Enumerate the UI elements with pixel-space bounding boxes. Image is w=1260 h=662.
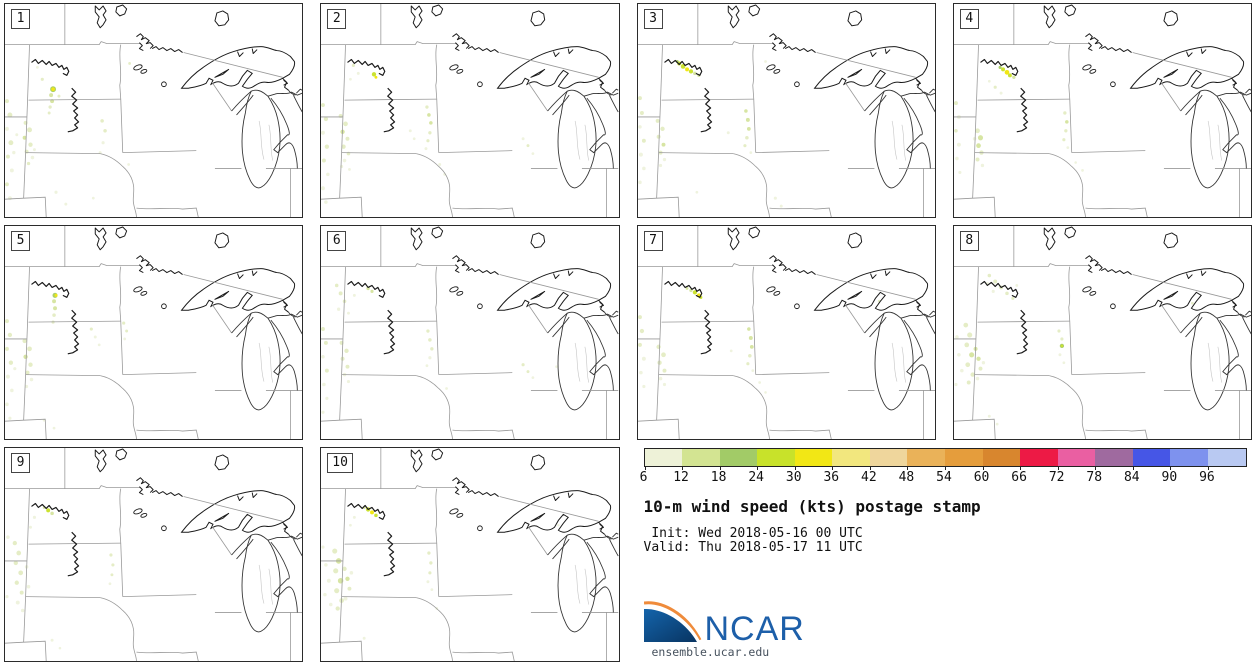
forecast-panel-3: 3: [636, 3, 936, 218]
forecast-panel-1: 1: [4, 3, 304, 218]
colorbar-segment: [1170, 449, 1208, 466]
colorbar-tick-label: 72: [1048, 470, 1065, 485]
colorbar-tick: [832, 466, 834, 470]
colorbar-tick: [719, 466, 721, 470]
colorbar-tick: [1020, 466, 1022, 470]
colorbar-tick: [644, 466, 646, 470]
colorbar-tick: [794, 466, 796, 470]
run-times: Init: Wed 2018-05-16 00 UTC Valid: Thu 2…: [644, 527, 1253, 555]
colorbar-tick-label: 66: [1011, 470, 1027, 485]
forecast-panel-5: 5: [4, 225, 304, 440]
colorbar-tick-label: 36: [823, 470, 840, 485]
panel-number: 7: [643, 231, 663, 251]
forecast-panel-10: 10: [320, 447, 620, 662]
colorbar-tick-label: 60: [973, 470, 990, 485]
panel-number: 3: [643, 9, 663, 29]
colorbar-tick-label: 84: [1123, 470, 1140, 485]
colorbar-segment: [1020, 449, 1058, 466]
colorbar-tick-label: 24: [748, 470, 765, 485]
colorbar-segment: [1207, 449, 1246, 466]
region-map: [637, 226, 935, 439]
forecast-panel-2: 2: [320, 3, 620, 218]
colorbar-segment: [757, 449, 795, 466]
colorbar-ticks: 6 12 18 24 30 36 42 48 54 60 66 72 78 84 90 96: [640, 467, 1245, 485]
region-map: [637, 4, 935, 217]
wind-speed-speckles: [321, 63, 564, 204]
forecast-panel-7: 7: [636, 225, 936, 440]
legend-title: 10-m wind speed (kts) postage stamp: [643, 497, 981, 516]
region-map: [321, 226, 619, 439]
panel-number: 2: [327, 9, 347, 29]
panel-number: 9: [11, 453, 30, 473]
colorbar-segment: [945, 449, 983, 466]
region-map: [321, 448, 619, 661]
colorbar-segment: [682, 449, 720, 466]
forecast-panel-6: 6: [320, 225, 620, 440]
colorbar-tick-label: 12: [673, 470, 689, 485]
wind-speed-speckles: [5, 505, 241, 650]
colorbar-tick: [757, 466, 759, 470]
panel-number: 10: [327, 453, 353, 473]
wind-speed-speckles: [321, 505, 560, 640]
valid-time: Valid: Thu 2018-05-17 11 UTC: [643, 540, 863, 555]
wind-speed-speckles: [637, 59, 783, 208]
colorbar-segment: [982, 449, 1021, 466]
colorbar-segment: [1095, 449, 1133, 466]
colorbar-tick-label: 30: [785, 470, 802, 485]
forecast-panel-9: 9: [4, 447, 304, 662]
region-map: [321, 4, 619, 217]
region-map: [5, 448, 303, 661]
colorbar-tick-label: 78: [1086, 470, 1103, 485]
colorbar-tick-label: 54: [936, 470, 952, 485]
colorbar-segment: [832, 449, 870, 466]
region-map: [5, 226, 303, 439]
colorbar-segment: [644, 449, 683, 466]
region-map: [953, 226, 1251, 439]
colorbar-tick-label: 42: [861, 470, 877, 485]
colorbar-tick: [1207, 466, 1209, 470]
wind-speed-speckles: [637, 286, 881, 394]
ensemble-url: ensemble.ucar.edu: [651, 645, 770, 659]
colorbar-segment: [794, 449, 833, 466]
colorbar-tick: [907, 466, 909, 470]
colorbar-tick: [1170, 466, 1172, 470]
colorbar-tick-label: 18: [710, 470, 727, 485]
colorbar-segment: [907, 449, 945, 466]
colorbar-tick: [869, 466, 871, 470]
wind-speed-speckles: [953, 65, 1084, 175]
colorbar-tick: [682, 466, 684, 470]
init-time: Init: Wed 2018-05-16 00 UTC: [643, 526, 863, 541]
colorbar-tick: [1132, 466, 1134, 470]
colorbar-tick-label: 6: [639, 470, 648, 485]
colorbar-segment: [869, 449, 908, 466]
colorbar-tick: [945, 466, 946, 470]
colorbar: [643, 448, 1247, 470]
colorbar-segment: [719, 449, 758, 466]
colorbar-tick: [982, 466, 984, 470]
ncar-logo: NCAR: [643, 596, 805, 648]
colorbar-tick: [1095, 466, 1097, 470]
colorbar-tick-label: 96: [1199, 470, 1215, 485]
colorbar-segment: [1057, 449, 1096, 466]
panel-number: 4: [959, 9, 979, 29]
ncar-logo-text: NCAR: [704, 610, 805, 648]
colorbar-tick-label: 48: [898, 470, 915, 485]
panel-number: 5: [11, 231, 30, 251]
region-map: [5, 4, 303, 217]
panel-number: 6: [327, 231, 347, 251]
panel-number: 8: [959, 231, 979, 251]
panel-number: 1: [11, 9, 30, 29]
colorbar-tick: [1057, 466, 1059, 470]
colorbar-tick-label: 90: [1161, 470, 1178, 485]
forecast-panel-8: 8: [952, 225, 1252, 440]
ncar-logo-mark: [643, 601, 701, 642]
legend-cell: 6 12 18 24 30 36 42 48 54 60 66 72 78 84 90 96 10-m win…: [637, 447, 1253, 662]
forecast-panel-4: 4: [952, 3, 1252, 218]
wind-speed-speckles: [321, 283, 564, 414]
colorbar-segment: [1132, 449, 1171, 466]
wind-speed-speckles: [5, 292, 129, 430]
region-map: [953, 4, 1251, 217]
